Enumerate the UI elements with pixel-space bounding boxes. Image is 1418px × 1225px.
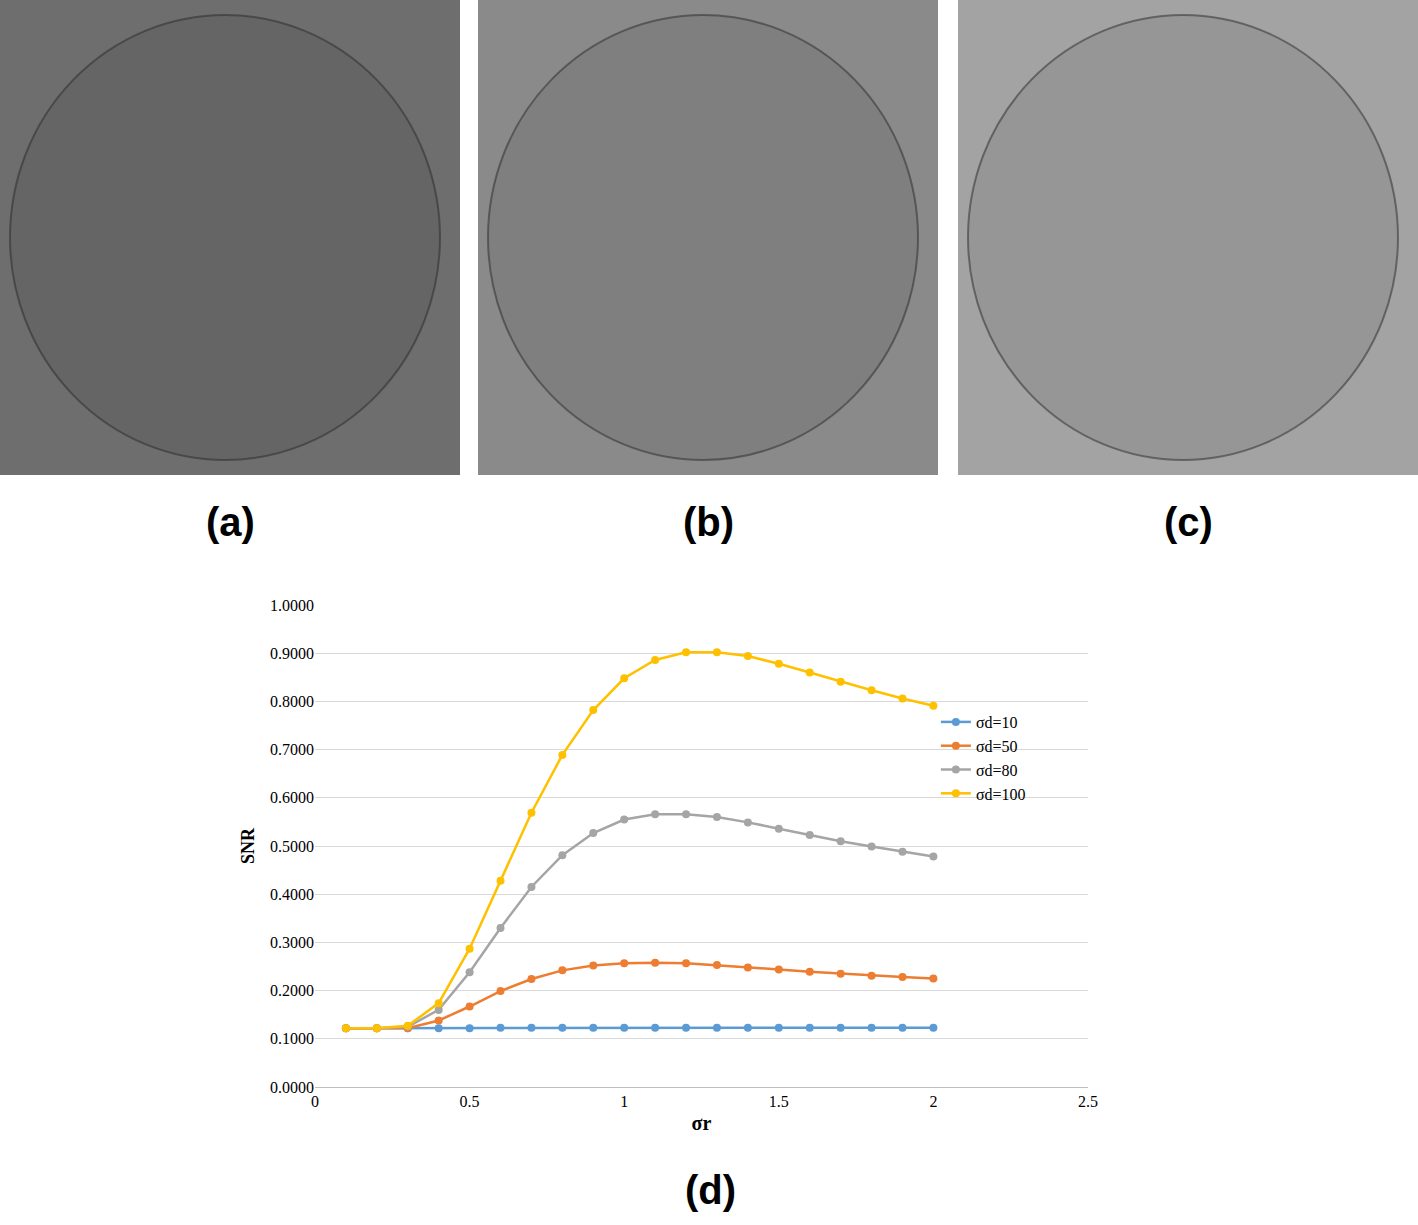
svg-text:0.5000: 0.5000 [270, 838, 314, 855]
svg-text:0: 0 [311, 1093, 319, 1110]
svg-text:0.8000: 0.8000 [270, 693, 314, 710]
svg-text:0.6000: 0.6000 [270, 789, 314, 806]
svg-text:1.5: 1.5 [769, 1093, 789, 1110]
svg-text:0.0000: 0.0000 [270, 1079, 314, 1096]
svg-text:σr: σr [692, 1112, 712, 1134]
svg-text:σd=50: σd=50 [976, 738, 1018, 755]
svg-text:σd=10: σd=10 [976, 714, 1018, 731]
svg-text:0.5: 0.5 [460, 1093, 480, 1110]
svg-text:(d): (d) [685, 1168, 736, 1212]
svg-text:(a): (a) [206, 500, 255, 544]
svg-text:1: 1 [620, 1093, 628, 1110]
svg-text:σd=100: σd=100 [976, 786, 1026, 803]
svg-text:(b): (b) [683, 500, 734, 544]
svg-text:0.3000: 0.3000 [270, 934, 314, 951]
svg-text:0.7000: 0.7000 [270, 741, 314, 758]
svg-text:SNR: SNR [238, 827, 258, 864]
svg-text:0.1000: 0.1000 [270, 1030, 314, 1047]
svg-text:0.9000: 0.9000 [270, 645, 314, 662]
svg-text:(c): (c) [1164, 500, 1213, 544]
svg-text:1.0000: 1.0000 [270, 597, 314, 614]
svg-text:0.4000: 0.4000 [270, 886, 314, 903]
svg-text:σd=80: σd=80 [976, 762, 1018, 779]
svg-text:2.5: 2.5 [1078, 1093, 1098, 1110]
svg-text:2: 2 [929, 1093, 937, 1110]
svg-text:0.2000: 0.2000 [270, 982, 314, 999]
